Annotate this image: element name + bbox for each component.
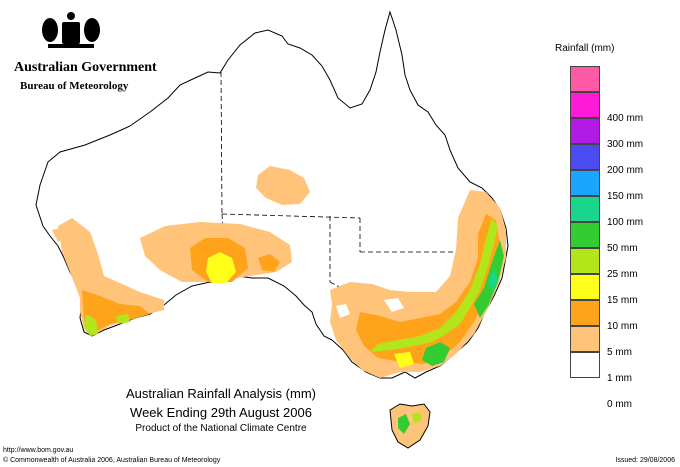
legend-label: 25 mm (607, 269, 638, 280)
legend-swatch (570, 222, 600, 248)
legend-swatch (570, 118, 600, 144)
bureau-title: Bureau of Meteorology (20, 80, 129, 92)
legend-label: 150 mm (607, 191, 644, 202)
legend-label: 5 mm (607, 347, 632, 358)
legend-label: 10 mm (607, 321, 638, 332)
legend-swatch (570, 170, 600, 196)
rainfall-shading (52, 166, 506, 378)
legend-swatch (570, 326, 600, 352)
legend-label: 15 mm (607, 295, 638, 306)
legend-swatch (570, 196, 600, 222)
map-period: Week Ending 29th August 2006 (130, 405, 312, 420)
coat-of-arms-icon (42, 12, 100, 48)
copyright-notice: © Commonwealth of Australia 2006, Austra… (3, 457, 221, 464)
legend-label: 100 mm (607, 217, 644, 228)
legend-swatch (570, 92, 600, 118)
legend-swatch (570, 66, 600, 92)
legend-swatch (570, 274, 600, 300)
government-title: Australian Government (14, 60, 157, 75)
tasmania (389, 403, 431, 449)
legend-label: 1 mm (607, 373, 632, 384)
legend-swatch (570, 300, 600, 326)
legend-label: 200 mm (607, 165, 644, 176)
map-credit: Product of the National Climate Centre (135, 423, 307, 434)
legend-swatch (570, 352, 600, 378)
legend-title: Rainfall (mm) (555, 43, 615, 54)
map-title: Australian Rainfall Analysis (mm) (125, 386, 316, 401)
legend-label: 400 mm (607, 113, 644, 124)
issued-date: Issued: 29/08/2006 (615, 457, 675, 464)
legend-label: 0 mm (607, 399, 632, 410)
legend-label: 300 mm (607, 139, 644, 150)
website-link[interactable]: http://www.bom.gov.au (3, 447, 74, 454)
legend-label: 50 mm (607, 243, 638, 254)
legend-swatch (570, 144, 600, 170)
legend-swatch (570, 248, 600, 274)
